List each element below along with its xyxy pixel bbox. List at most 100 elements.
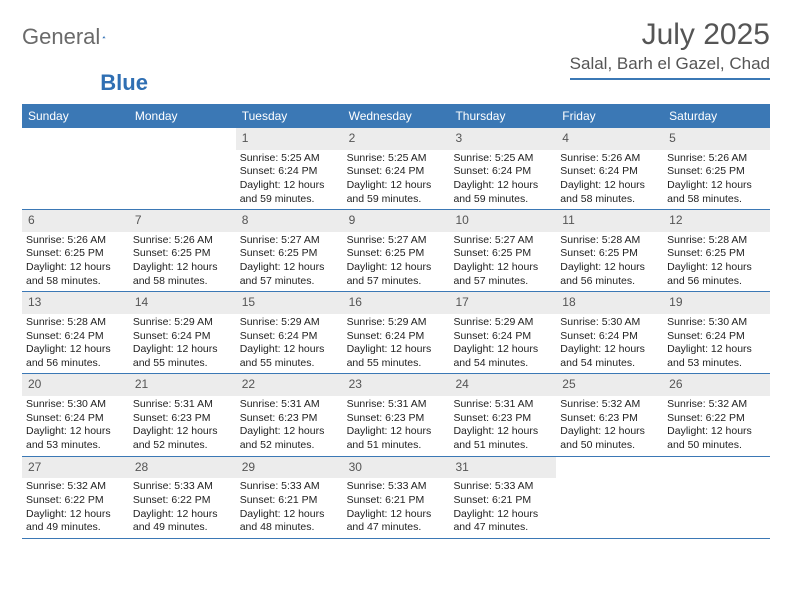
- daylight-line: Daylight: 12 hours and 47 minutes.: [453, 508, 552, 535]
- sunrise-line: Sunrise: 5:29 AM: [453, 316, 552, 330]
- day-body: Sunrise: 5:29 AMSunset: 6:24 PMDaylight:…: [236, 314, 343, 374]
- day-cell: 14Sunrise: 5:29 AMSunset: 6:24 PMDayligh…: [129, 292, 236, 373]
- day-cell: 10Sunrise: 5:27 AMSunset: 6:25 PMDayligh…: [449, 210, 556, 291]
- daylight-line: Daylight: 12 hours and 55 minutes.: [133, 343, 232, 370]
- daylight-line: Daylight: 12 hours and 59 minutes.: [240, 179, 339, 206]
- day-number: 10: [449, 210, 556, 232]
- day-cell: 13Sunrise: 5:28 AMSunset: 6:24 PMDayligh…: [22, 292, 129, 373]
- day-number: 5: [663, 128, 770, 150]
- sunrise-line: Sunrise: 5:30 AM: [560, 316, 659, 330]
- sunrise-line: Sunrise: 5:25 AM: [347, 152, 446, 166]
- sunrise-line: Sunrise: 5:33 AM: [240, 480, 339, 494]
- daylight-line: Daylight: 12 hours and 58 minutes.: [133, 261, 232, 288]
- sunrise-line: Sunrise: 5:25 AM: [453, 152, 552, 166]
- day-cell: 9Sunrise: 5:27 AMSunset: 6:25 PMDaylight…: [343, 210, 450, 291]
- day-number: 15: [236, 292, 343, 314]
- day-cell: 20Sunrise: 5:30 AMSunset: 6:24 PMDayligh…: [22, 374, 129, 455]
- daylight-line: Daylight: 12 hours and 51 minutes.: [347, 425, 446, 452]
- day-number: 8: [236, 210, 343, 232]
- day-cell: 6Sunrise: 5:26 AMSunset: 6:25 PMDaylight…: [22, 210, 129, 291]
- day-body: Sunrise: 5:29 AMSunset: 6:24 PMDaylight:…: [129, 314, 236, 374]
- day-number: 25: [556, 374, 663, 396]
- logo-text-1: General: [22, 24, 100, 50]
- day-body: Sunrise: 5:25 AMSunset: 6:24 PMDaylight:…: [236, 150, 343, 210]
- weekday-header-row: SundayMondayTuesdayWednesdayThursdayFrid…: [22, 104, 770, 128]
- daylight-line: Daylight: 12 hours and 56 minutes.: [26, 343, 125, 370]
- day-body: Sunrise: 5:26 AMSunset: 6:25 PMDaylight:…: [22, 232, 129, 292]
- day-cell: 25Sunrise: 5:32 AMSunset: 6:23 PMDayligh…: [556, 374, 663, 455]
- weekday-header: Thursday: [449, 104, 556, 128]
- sunrise-line: Sunrise: 5:33 AM: [347, 480, 446, 494]
- day-cell: 15Sunrise: 5:29 AMSunset: 6:24 PMDayligh…: [236, 292, 343, 373]
- sunrise-line: Sunrise: 5:27 AM: [347, 234, 446, 248]
- daylight-line: Daylight: 12 hours and 57 minutes.: [453, 261, 552, 288]
- day-cell: 17Sunrise: 5:29 AMSunset: 6:24 PMDayligh…: [449, 292, 556, 373]
- sunrise-line: Sunrise: 5:30 AM: [26, 398, 125, 412]
- title-block: July 2025 Salal, Barh el Gazel, Chad: [570, 18, 770, 80]
- daylight-line: Daylight: 12 hours and 52 minutes.: [240, 425, 339, 452]
- sunset-line: Sunset: 6:23 PM: [347, 412, 446, 426]
- sunrise-line: Sunrise: 5:28 AM: [560, 234, 659, 248]
- daylight-line: Daylight: 12 hours and 58 minutes.: [560, 179, 659, 206]
- daylight-line: Daylight: 12 hours and 48 minutes.: [240, 508, 339, 535]
- sunset-line: Sunset: 6:24 PM: [453, 165, 552, 179]
- day-cell: 21Sunrise: 5:31 AMSunset: 6:23 PMDayligh…: [129, 374, 236, 455]
- day-body: Sunrise: 5:29 AMSunset: 6:24 PMDaylight:…: [343, 314, 450, 374]
- day-number: 7: [129, 210, 236, 232]
- day-cell: 19Sunrise: 5:30 AMSunset: 6:24 PMDayligh…: [663, 292, 770, 373]
- day-number: 21: [129, 374, 236, 396]
- location-label: Salal, Barh el Gazel, Chad: [570, 54, 770, 80]
- day-cell: 3Sunrise: 5:25 AMSunset: 6:24 PMDaylight…: [449, 128, 556, 209]
- day-cell: .: [22, 128, 129, 209]
- day-body: Sunrise: 5:25 AMSunset: 6:24 PMDaylight:…: [449, 150, 556, 210]
- day-number: 22: [236, 374, 343, 396]
- weekday-header: Friday: [556, 104, 663, 128]
- day-body: Sunrise: 5:30 AMSunset: 6:24 PMDaylight:…: [556, 314, 663, 374]
- calendar-page: General July 2025 Salal, Barh el Gazel, …: [0, 0, 792, 549]
- day-cell: 12Sunrise: 5:28 AMSunset: 6:25 PMDayligh…: [663, 210, 770, 291]
- sunrise-line: Sunrise: 5:28 AM: [667, 234, 766, 248]
- day-cell: .: [663, 457, 770, 538]
- sunrise-line: Sunrise: 5:26 AM: [667, 152, 766, 166]
- day-body: Sunrise: 5:28 AMSunset: 6:24 PMDaylight:…: [22, 314, 129, 374]
- day-cell: 26Sunrise: 5:32 AMSunset: 6:22 PMDayligh…: [663, 374, 770, 455]
- day-body: Sunrise: 5:26 AMSunset: 6:24 PMDaylight:…: [556, 150, 663, 210]
- day-number: 16: [343, 292, 450, 314]
- sunrise-line: Sunrise: 5:28 AM: [26, 316, 125, 330]
- day-cell: 8Sunrise: 5:27 AMSunset: 6:25 PMDaylight…: [236, 210, 343, 291]
- week-row: 27Sunrise: 5:32 AMSunset: 6:22 PMDayligh…: [22, 457, 770, 539]
- sunrise-line: Sunrise: 5:32 AM: [26, 480, 125, 494]
- daylight-line: Daylight: 12 hours and 52 minutes.: [133, 425, 232, 452]
- daylight-line: Daylight: 12 hours and 54 minutes.: [453, 343, 552, 370]
- day-number: 2: [343, 128, 450, 150]
- daylight-line: Daylight: 12 hours and 49 minutes.: [26, 508, 125, 535]
- day-body: Sunrise: 5:31 AMSunset: 6:23 PMDaylight:…: [449, 396, 556, 456]
- logo-sail-icon: [102, 28, 106, 46]
- day-number: 27: [22, 457, 129, 479]
- day-cell: 27Sunrise: 5:32 AMSunset: 6:22 PMDayligh…: [22, 457, 129, 538]
- sunset-line: Sunset: 6:22 PM: [26, 494, 125, 508]
- day-body: Sunrise: 5:28 AMSunset: 6:25 PMDaylight:…: [663, 232, 770, 292]
- calendar-grid: SundayMondayTuesdayWednesdayThursdayFrid…: [22, 104, 770, 539]
- sunset-line: Sunset: 6:24 PM: [347, 165, 446, 179]
- day-cell: 18Sunrise: 5:30 AMSunset: 6:24 PMDayligh…: [556, 292, 663, 373]
- sunset-line: Sunset: 6:23 PM: [453, 412, 552, 426]
- week-row: 20Sunrise: 5:30 AMSunset: 6:24 PMDayligh…: [22, 374, 770, 456]
- day-number: 24: [449, 374, 556, 396]
- daylight-line: Daylight: 12 hours and 53 minutes.: [26, 425, 125, 452]
- sunrise-line: Sunrise: 5:29 AM: [347, 316, 446, 330]
- daylight-line: Daylight: 12 hours and 53 minutes.: [667, 343, 766, 370]
- weekday-header: Tuesday: [236, 104, 343, 128]
- day-body: Sunrise: 5:27 AMSunset: 6:25 PMDaylight:…: [236, 232, 343, 292]
- sunset-line: Sunset: 6:24 PM: [240, 165, 339, 179]
- sunset-line: Sunset: 6:23 PM: [560, 412, 659, 426]
- day-number: 28: [129, 457, 236, 479]
- day-number: 20: [22, 374, 129, 396]
- sunset-line: Sunset: 6:23 PM: [240, 412, 339, 426]
- day-body: Sunrise: 5:25 AMSunset: 6:24 PMDaylight:…: [343, 150, 450, 210]
- sunrise-line: Sunrise: 5:31 AM: [453, 398, 552, 412]
- sunset-line: Sunset: 6:25 PM: [667, 165, 766, 179]
- day-cell: .: [129, 128, 236, 209]
- day-cell: 30Sunrise: 5:33 AMSunset: 6:21 PMDayligh…: [343, 457, 450, 538]
- day-number: 11: [556, 210, 663, 232]
